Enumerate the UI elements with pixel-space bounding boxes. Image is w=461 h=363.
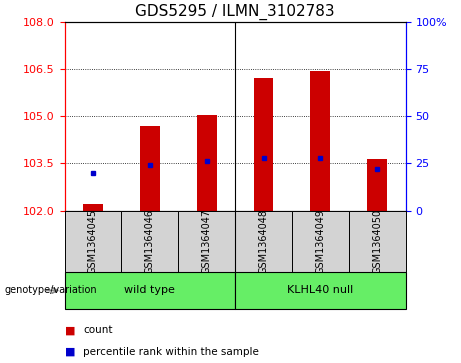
- Text: GSM1364046: GSM1364046: [145, 209, 155, 274]
- Text: percentile rank within the sample: percentile rank within the sample: [83, 347, 259, 357]
- Bar: [65, 211, 121, 272]
- Text: wild type: wild type: [124, 285, 175, 295]
- Text: ■: ■: [65, 325, 75, 335]
- Text: ■: ■: [65, 347, 75, 357]
- Bar: [254, 78, 273, 211]
- Bar: [197, 115, 217, 211]
- Bar: [310, 70, 331, 211]
- Bar: [65, 272, 235, 309]
- Text: KLHL40 null: KLHL40 null: [287, 285, 354, 295]
- Text: genotype/variation: genotype/variation: [5, 285, 97, 295]
- Text: GSM1364050: GSM1364050: [372, 209, 382, 274]
- Text: GSM1364048: GSM1364048: [259, 209, 269, 274]
- Bar: [235, 272, 406, 309]
- Text: count: count: [83, 325, 112, 335]
- Bar: [178, 211, 235, 272]
- Title: GDS5295 / ILMN_3102783: GDS5295 / ILMN_3102783: [135, 4, 335, 20]
- Text: GSM1364047: GSM1364047: [201, 209, 212, 274]
- Bar: [349, 211, 406, 272]
- Bar: [292, 211, 349, 272]
- Bar: [235, 211, 292, 272]
- Text: GSM1364049: GSM1364049: [315, 209, 325, 274]
- Bar: [83, 204, 103, 211]
- Bar: [140, 126, 160, 211]
- Bar: [121, 211, 178, 272]
- Bar: [367, 159, 387, 211]
- Text: GSM1364045: GSM1364045: [88, 209, 98, 274]
